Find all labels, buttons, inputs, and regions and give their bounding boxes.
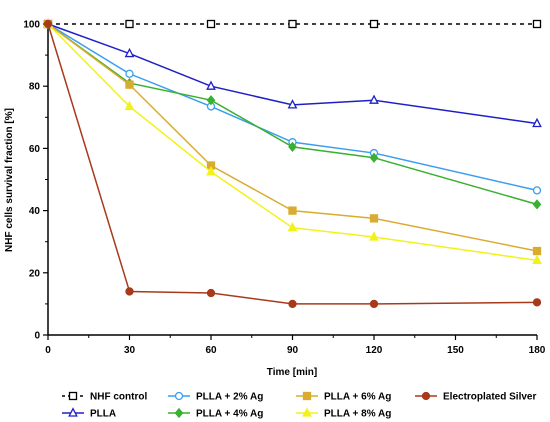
data-point	[369, 299, 379, 309]
data-point	[369, 231, 379, 241]
legend-label: PLLA + 4% Ag	[196, 409, 263, 420]
y-tick-label: 60	[29, 144, 41, 155]
y-tick-label: 0	[34, 331, 40, 342]
data-point	[125, 80, 134, 89]
legend-marker	[68, 391, 78, 401]
data-point	[206, 166, 216, 176]
y-tick-label: 20	[29, 268, 41, 279]
legend-label: PLLA + 2% Ag	[196, 392, 263, 403]
legend-marker	[68, 407, 78, 417]
legend-label: Electroplated Silver	[443, 392, 536, 403]
data-point	[287, 99, 298, 109]
data-point	[206, 95, 216, 106]
data-point	[532, 117, 542, 128]
data-point	[532, 186, 542, 195]
data-point	[206, 19, 216, 29]
legend-marker	[302, 407, 312, 417]
data-point	[125, 69, 134, 78]
x-tick-label: 180	[529, 345, 546, 356]
y-axis-title: NHF cells survival fraction [%]	[4, 108, 15, 252]
x-tick-label: 150	[447, 345, 464, 356]
legend-label: NHF control	[90, 392, 147, 403]
y-tick-label: 80	[29, 82, 41, 93]
data-point	[288, 299, 297, 309]
data-point	[532, 19, 542, 29]
legend-item: NHF control	[62, 392, 147, 403]
series-layer	[43, 18, 542, 309]
series-line	[47, 23, 538, 262]
series-line	[47, 23, 538, 252]
data-point	[369, 19, 379, 29]
data-point	[287, 221, 298, 232]
legend-item: PLLA + 4% Ag	[168, 407, 263, 420]
data-point	[124, 47, 135, 58]
legend: NHF control PLLA PLLA + 2% Ag PLLA + 4% Ag P…	[62, 392, 536, 420]
legend-label: PLLA + 8% Ag	[324, 409, 391, 420]
legend-item: PLLA + 2% Ag	[168, 392, 263, 403]
series-nhf-control	[43, 19, 542, 29]
data-point	[125, 19, 134, 29]
y-tick-label: 100	[23, 20, 40, 31]
y-tick-label: 40	[29, 206, 41, 217]
legend-marker	[421, 391, 431, 401]
data-point	[125, 287, 134, 296]
x-tick-label: 0	[45, 345, 51, 356]
x-tick-label: 60	[205, 345, 217, 356]
series-electroplated-silver	[43, 19, 542, 309]
data-point	[43, 19, 53, 29]
legend-item: PLLA	[62, 407, 116, 420]
data-point	[288, 19, 297, 29]
series-plla	[43, 18, 542, 128]
data-point	[124, 100, 135, 111]
x-tick-label: 30	[124, 345, 136, 356]
series-plla-4-ag	[43, 18, 542, 210]
legend-item: PLLA + 8% Ag	[296, 407, 391, 420]
data-point	[532, 254, 542, 265]
x-tick-label: 90	[287, 345, 299, 356]
data-point	[288, 206, 297, 215]
data-point	[532, 246, 542, 256]
data-point	[532, 298, 542, 307]
data-point	[288, 141, 297, 152]
series-plla-6-ag	[43, 19, 542, 256]
series-line	[47, 23, 538, 305]
data-point	[206, 80, 216, 90]
data-point	[369, 214, 379, 223]
series-line	[47, 23, 538, 125]
data-point	[206, 288, 216, 298]
legend-item: PLLA + 6% Ag	[296, 392, 391, 403]
legend-label: PLLA + 6% Ag	[324, 392, 391, 403]
x-axis-title: Time [min]	[267, 367, 317, 378]
legend-marker	[302, 391, 312, 401]
axes: 0 20 40 60 80 100 0 30 60 90 120 150 180	[23, 20, 545, 357]
data-point	[369, 152, 379, 163]
legend-marker	[174, 391, 184, 401]
data-point	[532, 199, 542, 210]
series-line	[47, 23, 538, 206]
legend-label: PLLA	[90, 409, 116, 420]
x-tick-label: 120	[366, 345, 383, 356]
legend-item: Electroplated Silver	[415, 392, 536, 403]
legend-marker	[174, 407, 184, 419]
data-point	[369, 94, 379, 104]
